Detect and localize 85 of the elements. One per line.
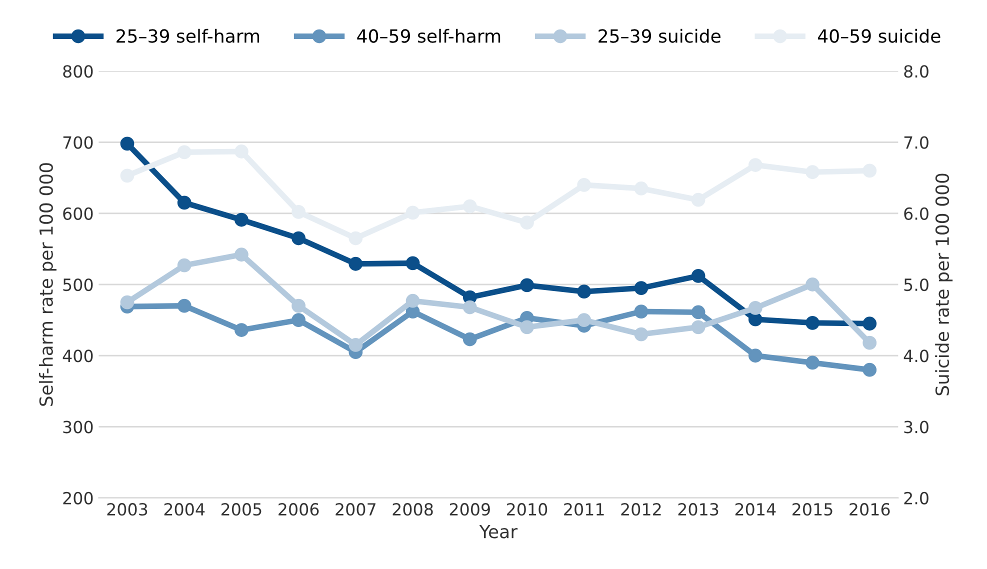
point xyxy=(292,205,306,219)
point xyxy=(348,256,363,271)
point xyxy=(634,304,648,318)
point xyxy=(691,269,706,283)
point xyxy=(862,362,877,377)
y-tick-label: 800 xyxy=(63,65,93,78)
y-tick-label: 600 xyxy=(63,207,93,220)
x-tick-label: 2006 xyxy=(278,503,319,516)
y-axis-title: Self-harm rate per 100 000 xyxy=(38,163,56,406)
x-tick-label: 2014 xyxy=(735,503,776,516)
y-tick-label: 400 xyxy=(62,350,93,362)
point xyxy=(406,256,420,270)
point xyxy=(177,298,192,313)
point xyxy=(234,248,248,262)
x-axis-title: Year xyxy=(479,524,518,538)
point xyxy=(634,327,648,342)
point xyxy=(862,164,877,178)
legend-label: 40–59 suicide xyxy=(818,28,940,43)
point xyxy=(177,258,192,272)
y2-tick-label: 7.0 xyxy=(904,136,928,149)
point xyxy=(177,145,192,160)
y2-tick-label: 4.0 xyxy=(904,350,928,362)
point xyxy=(862,316,877,331)
point xyxy=(806,316,820,330)
x-tick-label: 2013 xyxy=(678,503,718,516)
x-tick-label: 2009 xyxy=(450,503,490,516)
point xyxy=(234,212,248,227)
point xyxy=(120,136,134,151)
x-tick-label: 2008 xyxy=(392,503,433,516)
point xyxy=(406,294,420,308)
point xyxy=(520,320,534,334)
y-tick-label: 500 xyxy=(63,278,93,292)
point xyxy=(748,301,762,315)
point xyxy=(120,168,134,183)
point xyxy=(577,284,592,299)
point xyxy=(234,144,248,158)
x-tick-label: 2012 xyxy=(621,503,661,516)
legend-label: 40–59 self-harm xyxy=(357,28,500,43)
point xyxy=(806,356,820,370)
x-tick-label: 2011 xyxy=(564,503,604,516)
point xyxy=(691,305,706,320)
point xyxy=(862,336,877,350)
y2-tick-label: 2.0 xyxy=(904,492,928,504)
legend-label: 25–39 self-harm xyxy=(116,28,260,43)
point xyxy=(577,178,592,192)
point xyxy=(406,206,420,220)
x-tick-label: 2003 xyxy=(107,503,148,516)
y-tick-label: 300 xyxy=(63,420,93,434)
point xyxy=(748,348,762,363)
point xyxy=(292,231,306,246)
point xyxy=(634,281,648,295)
point xyxy=(520,216,534,230)
point xyxy=(462,199,477,214)
point xyxy=(806,278,820,292)
point xyxy=(462,300,477,314)
x-tick-label: 2007 xyxy=(336,503,376,516)
point xyxy=(577,313,592,328)
y2-tick-label: 6.0 xyxy=(904,207,928,220)
point xyxy=(691,320,706,334)
y2-tick-label: 5.0 xyxy=(904,278,928,292)
point xyxy=(120,295,134,310)
point xyxy=(177,196,192,210)
point xyxy=(348,231,363,246)
point xyxy=(520,278,534,292)
point xyxy=(348,338,363,352)
x-tick-label: 2010 xyxy=(507,503,548,516)
point xyxy=(634,182,648,196)
legend-label: 25–39 suicide xyxy=(598,28,720,43)
point xyxy=(748,312,762,326)
y-tick-label: 200 xyxy=(63,492,93,504)
x-tick-label: 2005 xyxy=(221,503,262,516)
point xyxy=(691,192,706,207)
x-tick-label: 2016 xyxy=(850,503,890,516)
y2-tick-label: 3.0 xyxy=(904,420,928,434)
x-tick-label: 2015 xyxy=(792,503,832,516)
x-tick-label: 2004 xyxy=(164,503,205,516)
y2-axis-title: Suicide rate per 100 000 xyxy=(935,174,953,396)
point xyxy=(462,332,477,346)
point xyxy=(234,323,248,337)
y2-tick-label: 8.0 xyxy=(904,65,928,78)
point xyxy=(806,165,820,180)
point xyxy=(292,298,306,313)
y-tick-label: 700 xyxy=(63,136,93,149)
point xyxy=(292,313,306,328)
point xyxy=(748,158,762,172)
